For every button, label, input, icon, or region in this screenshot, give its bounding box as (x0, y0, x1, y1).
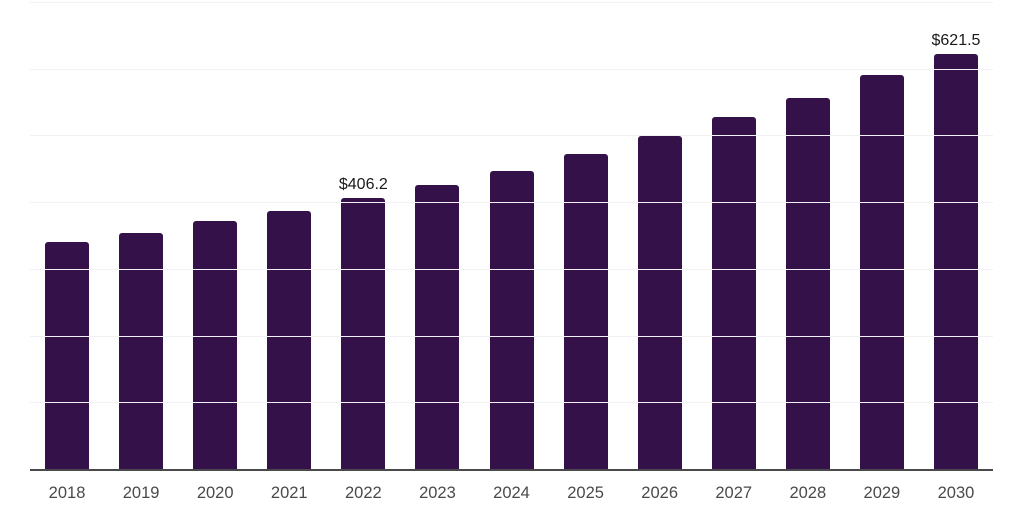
x-tick-label-2026: 2026 (641, 484, 679, 502)
x-tick-label-2018: 2018 (48, 484, 86, 502)
x-tick-label-2024: 2024 (493, 484, 530, 502)
bar-slot-2027 (697, 2, 771, 469)
bar-slot-2019 (104, 2, 178, 469)
bar-2018 (45, 241, 90, 469)
gridline-500 (30, 135, 993, 137)
gridline-400 (30, 202, 993, 204)
bar-2030 (933, 54, 978, 469)
x-tick-label-2021: 2021 (270, 484, 308, 502)
x-tick-label-2023: 2023 (419, 484, 456, 502)
bar-slot-2020 (178, 2, 252, 469)
bar-2028 (785, 98, 830, 469)
x-tick-label-2022: 2022 (344, 484, 382, 502)
gridline-300 (30, 268, 993, 270)
x-axis-line (30, 469, 993, 471)
x-tick-label-2019: 2019 (122, 484, 160, 502)
bar-slot-2024 (474, 2, 548, 469)
x-tick-label-2028: 2028 (789, 484, 827, 502)
bar-2029 (859, 74, 904, 469)
bar-2020 (193, 221, 238, 469)
plot-area: $406.2 $621.5 (30, 2, 993, 471)
bar-2027 (711, 116, 756, 469)
gridline-600 (30, 68, 993, 70)
bar-slot-2030: $621.5 (919, 2, 993, 469)
gridline-200 (30, 335, 993, 337)
bar-2022 (341, 198, 386, 469)
x-tick-label-2027: 2027 (715, 484, 753, 502)
bar-2021 (267, 211, 312, 469)
bar-slot-2029 (845, 2, 919, 469)
bar-2025 (563, 154, 608, 469)
bar-slot-2021 (252, 2, 326, 469)
bar-2026 (637, 136, 682, 469)
bar-slot-2025 (549, 2, 623, 469)
x-axis-tick-labels: 2018 2019 2020 2021 2022 2023 2024 2025 2026 2027… (30, 483, 993, 503)
bar-2023 (415, 185, 460, 469)
bar-2019 (119, 233, 164, 469)
bar-slot-2018 (30, 2, 104, 469)
bar-slot-2026 (623, 2, 697, 469)
x-tick-label-2025: 2025 (567, 484, 604, 502)
bar-slot-2023 (400, 2, 474, 469)
x-tick-label-2020: 2020 (196, 484, 234, 502)
bar-2024 (489, 171, 534, 469)
bar-slot-2022: $406.2 (326, 2, 400, 469)
bars-container: $406.2 $621.5 (30, 2, 993, 469)
bar-slot-2028 (771, 2, 845, 469)
x-tick-label-2030: 2030 (937, 484, 975, 502)
gridline-100 (30, 402, 993, 404)
data-label-2030: $621.5 (931, 32, 981, 50)
gridline-700 (30, 2, 993, 3)
data-label-2022: $406.2 (338, 176, 388, 194)
x-tick-label-2029: 2029 (863, 484, 901, 502)
